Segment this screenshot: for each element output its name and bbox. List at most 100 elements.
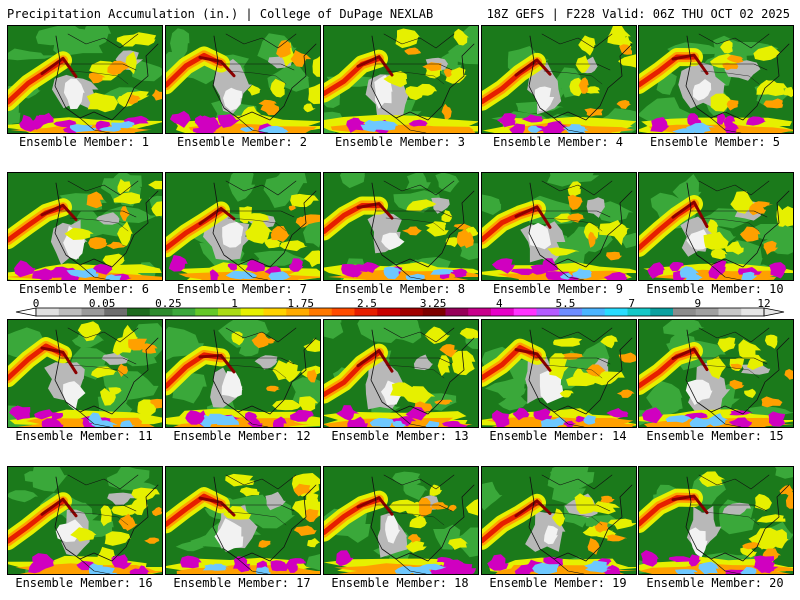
ensemble-member-map: [638, 319, 794, 428]
ensemble-member-map: [165, 319, 321, 428]
ensemble-member-label: Ensemble Member: 2: [176, 135, 308, 149]
precip-map-image: [482, 467, 636, 574]
ensemble-member-map: [7, 25, 163, 134]
ensemble-member-map: [638, 25, 794, 134]
ensemble-member-map: [323, 25, 479, 134]
colorbar-tick-label: 0.25: [155, 297, 182, 310]
colorbar-swatch: [377, 308, 401, 316]
colorbar-graphic: [15, 307, 785, 317]
ensemble-member-label: Ensemble Member: 17: [173, 576, 311, 590]
precip-map-image: [639, 320, 793, 427]
colorbar-swatch: [604, 308, 628, 316]
ensemble-member-label: Ensemble Member: 14: [489, 429, 627, 443]
page-header: Precipitation Accumulation (in.) | Colle…: [0, 0, 800, 24]
precip-map-image: [482, 320, 636, 427]
ensemble-member-label: Ensemble Member: 16: [15, 576, 153, 590]
colorbar-swatch: [468, 308, 492, 316]
precip-map-image: [324, 320, 478, 427]
precip-map-image: [639, 467, 793, 574]
ensemble-member-map: [481, 25, 637, 134]
precip-map-image: [166, 26, 320, 133]
precip-map-image: [482, 26, 636, 133]
colorbar-swatch: [400, 308, 424, 316]
precip-map-image: [639, 26, 793, 133]
ensemble-member-map: [165, 25, 321, 134]
ensemble-member-label: Ensemble Member: 12: [173, 429, 311, 443]
ensemble-member-label: Ensemble Member: 19: [489, 576, 627, 590]
colorbar-swatch: [491, 308, 515, 316]
ensemble-member-label: Ensemble Member: 6: [18, 282, 150, 296]
colorbar-swatch: [718, 308, 742, 316]
colorbar-swatch: [513, 308, 537, 316]
ensemble-member-map: [323, 172, 479, 281]
colorbar-swatch: [354, 308, 378, 316]
ensemble-member-label: Ensemble Member: 5: [649, 135, 781, 149]
precip-map-image: [166, 173, 320, 280]
colorbar-swatch: [240, 308, 264, 316]
ensemble-member-map: [481, 466, 637, 575]
precip-map-image: [8, 320, 162, 427]
colorbar-swatch: [627, 308, 651, 316]
colorbar-swatch: [36, 308, 60, 316]
colorbar-tick-label: 0: [32, 297, 40, 310]
colorbar-tick-label: 1: [231, 297, 238, 310]
precip-map-image: [324, 26, 478, 133]
colorbar-swatch: [263, 308, 287, 316]
colorbar-swatch: [218, 308, 242, 316]
ensemble-member-label: Ensemble Member: 15: [646, 429, 784, 443]
ensemble-member-map: [165, 172, 321, 281]
colorbar-swatch: [582, 308, 606, 316]
precip-map-image: [324, 467, 478, 574]
ensemble-member-label: Ensemble Member: 3: [334, 135, 466, 149]
ensemble-member-map: [638, 466, 794, 575]
colorbar-swatch: [286, 308, 310, 316]
precip-map-image: [482, 173, 636, 280]
colorbar-swatch: [650, 308, 674, 316]
ensemble-member-label: Ensemble Member: 9: [492, 282, 624, 296]
colorbar-swatch: [536, 308, 560, 316]
product-title: Precipitation Accumulation (in.) | Colle…: [7, 7, 434, 21]
ensemble-member-map: [165, 466, 321, 575]
colorbar-swatch: [673, 308, 697, 316]
ensemble-member-map: [638, 172, 794, 281]
colorbar-swatch: [695, 308, 719, 316]
ensemble-member-label: Ensemble Member: 1: [18, 135, 150, 149]
colorbar-tick-label: 4: [495, 297, 503, 310]
colorbar-tick-label: 0.05: [88, 297, 116, 310]
colorbar-swatch: [127, 308, 151, 316]
ensemble-member-label: Ensemble Member: 18: [331, 576, 469, 590]
precip-map-image: [166, 467, 320, 574]
precip-map-image: [324, 173, 478, 280]
precip-map-image: [8, 467, 162, 574]
colorbar-tick-label: 1.75: [287, 297, 314, 310]
colorbar-tick-label: 9: [694, 297, 702, 310]
ensemble-member-map: [481, 319, 637, 428]
ensemble-member-label: Ensemble Member: 7: [176, 282, 308, 296]
colorbar-swatch: [309, 308, 333, 316]
colorbar-swatch: [149, 308, 173, 316]
precip-map-image: [8, 26, 162, 133]
colorbar-swatch: [422, 308, 446, 316]
colorbar-swatch: [741, 308, 765, 316]
ensemble-member-label: Ensemble Member: 8: [334, 282, 466, 296]
colorbar-tick-label: 7: [628, 297, 635, 310]
colorbar-swatch: [445, 308, 469, 316]
ensemble-member-map: [481, 172, 637, 281]
colorbar-swatch: [195, 308, 219, 316]
ensemble-member-label: Ensemble Member: 10: [646, 282, 784, 296]
precip-map-image: [166, 320, 320, 427]
precip-map-image: [639, 173, 793, 280]
ensemble-member-map: [323, 319, 479, 428]
colorbar-swatch: [104, 308, 128, 316]
ensemble-member-label: Ensemble Member: 11: [15, 429, 153, 443]
colorbar-tick-label: 5.5: [555, 297, 576, 310]
colorbar-tick-label: 2.5: [356, 297, 377, 310]
ensemble-member-map: [7, 466, 163, 575]
ensemble-member-label: Ensemble Member: 4: [492, 135, 624, 149]
colorbar-swatch: [559, 308, 583, 316]
run-valid-time: 18Z GEFS | F228 Valid: 06Z THU OCT 02 20…: [486, 7, 790, 21]
ensemble-member-label: Ensemble Member: 13: [331, 429, 469, 443]
colorbar-swatch: [172, 308, 196, 316]
ensemble-member-map: [7, 319, 163, 428]
colorbar-swatch: [81, 308, 105, 316]
